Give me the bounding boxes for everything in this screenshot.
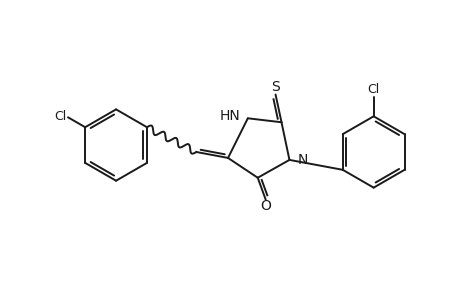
Text: S: S [271,80,280,94]
Text: Cl: Cl [367,83,379,96]
Text: HN: HN [218,109,240,123]
Text: N: N [297,153,307,167]
Text: Cl: Cl [54,110,66,123]
Text: O: O [260,200,270,214]
